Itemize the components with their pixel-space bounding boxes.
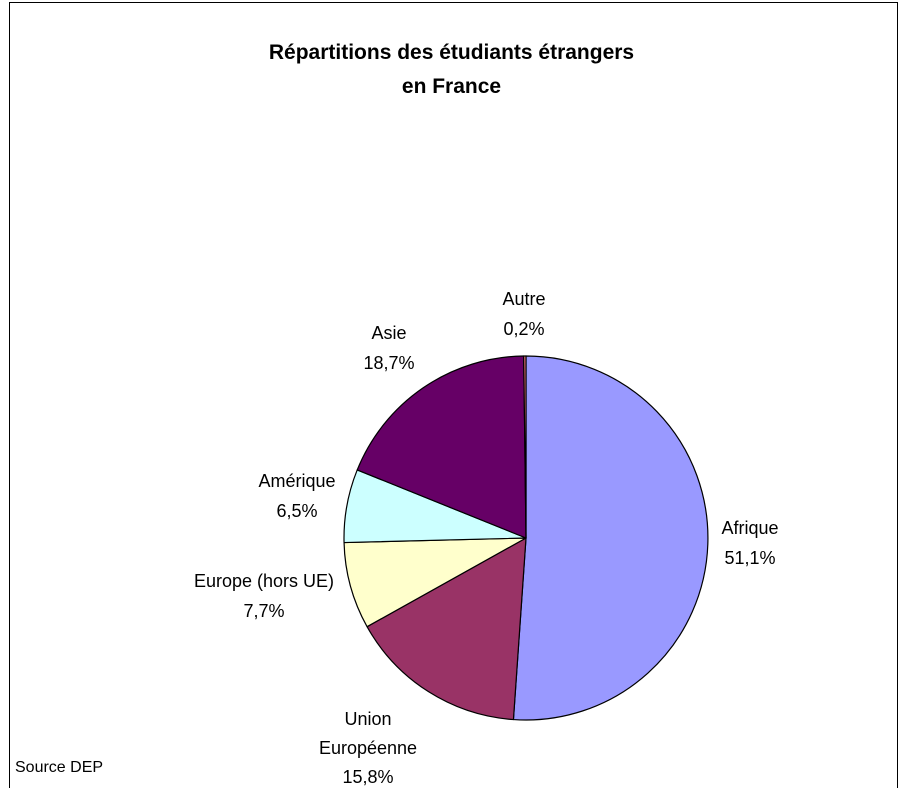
pie-slice-afrique [512,355,709,721]
label-ue-value: 15,8% [342,767,393,787]
label-asie-name: Asie [371,323,406,343]
label-asie-value: 18,7% [363,353,414,373]
label-ue-name-line1: Union [344,709,391,729]
pie-slices [343,355,709,721]
pie-slice-autre [523,355,527,539]
label-afrique-name: Afrique [721,518,778,538]
chart-title-line1: Répartitions des étudiants étrangers [268,41,635,64]
source-note: Source DEP [15,759,104,776]
label-afrique-value: 51,1% [724,548,775,568]
pie-slice-union-europ-enne [366,537,527,721]
label-europe-hors-ue-value: 7,7% [243,601,284,621]
label-amerique-value: 6,5% [276,501,317,521]
label-autre-name: Autre [502,289,545,309]
pie-slice-asie [356,355,527,539]
label-autre-value: 0,2% [503,319,544,339]
label-ue-name-line2: Européenne [319,738,417,758]
chart-title: Répartitions des étudiants étrangers en … [0,36,903,104]
chart-title-line2: en France [401,75,502,98]
label-europe-hors-ue-name: Europe (hors UE) [194,571,334,591]
label-amerique-name: Amérique [258,471,335,491]
chart-frame [9,2,898,788]
